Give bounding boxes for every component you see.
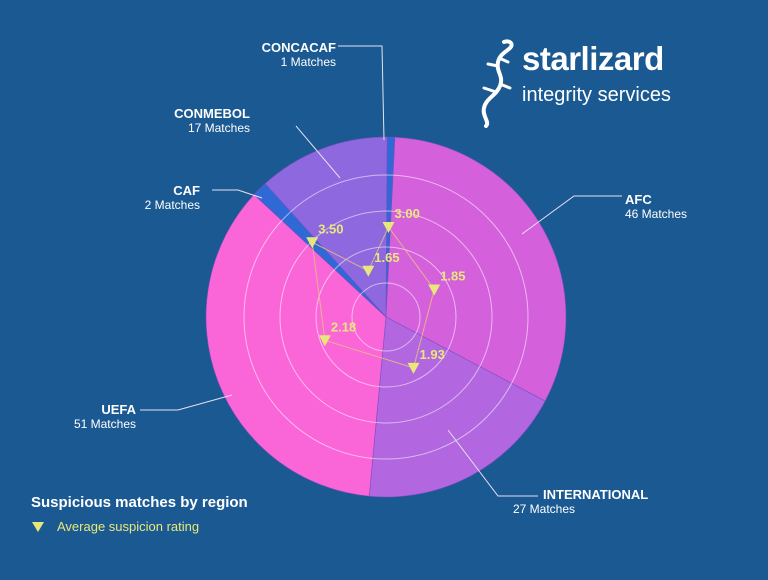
label-international-name: INTERNATIONAL [543, 487, 649, 502]
rating-label-uefa: 2.18 [331, 319, 356, 334]
label-uefa-count: 51 Matches [73, 417, 136, 431]
slice-afc [385, 136, 567, 402]
rating-marker-international [407, 362, 420, 374]
grid-ring-4 [243, 174, 529, 460]
rating-label-international: 1.93 [420, 347, 445, 362]
label-afc-count: 46 Matches [625, 207, 688, 221]
logo-tagline: integrity services [522, 84, 671, 106]
label-afc: AFC 46 Matches [625, 192, 745, 222]
leader-concacaf [338, 45, 385, 141]
leader-afc [521, 195, 622, 235]
rating-marker-uefa [318, 335, 331, 347]
label-concacaf: CONCACAF 1 Matches [210, 40, 336, 70]
label-conmebol: CONMEBOL 17 Matches [130, 106, 250, 136]
rating-marker-conmebol [362, 265, 375, 277]
label-conmebol-name: CONMEBOL [174, 106, 250, 121]
grid-ring-3 [279, 210, 493, 424]
logo-wordmark: starlizard [522, 40, 664, 77]
label-concacaf-count: 1 Matches [280, 55, 336, 69]
label-concacaf-name: CONCACAF [261, 40, 336, 55]
label-afc-name: AFC [625, 192, 652, 207]
grid-ring-1 [351, 282, 421, 352]
rating-marker-caf [306, 237, 319, 249]
legend-item: Average suspicion rating [31, 519, 199, 534]
lizard-icon [481, 39, 514, 128]
label-international-count: 27 Matches [513, 502, 576, 516]
leader-uefa [140, 394, 233, 411]
rating-label-concacaf: 3.00 [395, 206, 420, 221]
slice-uefa [205, 194, 387, 497]
label-uefa-name: UEFA [101, 402, 136, 417]
leader-international [447, 429, 538, 497]
leader-conmebol [295, 125, 341, 179]
rating-label-caf: 3.50 [318, 221, 343, 236]
label-uefa: UEFA 51 Matches [40, 402, 136, 432]
slice-international [368, 316, 546, 498]
legend-item-label: Average suspicion rating [57, 519, 200, 534]
leader-caf [212, 189, 263, 199]
slice-conmebol [264, 136, 388, 318]
label-caf-name: CAF [173, 183, 200, 198]
triangle-marker-icon [32, 521, 44, 532]
label-international: INTERNATIONAL 27 Matches [513, 487, 693, 517]
rating-label-conmebol: 1.65 [374, 250, 399, 265]
label-conmebol-count: 17 Matches [187, 121, 250, 135]
label-caf: CAF 2 Matches [110, 183, 200, 213]
rating-marker-concacaf [382, 222, 395, 233]
legend-title: Suspicious matches by region [31, 494, 248, 511]
label-caf-count: 2 Matches [144, 198, 200, 212]
rating-label-afc: 1.85 [440, 269, 465, 284]
starlizard-logo: starlizard integrity services [460, 38, 710, 128]
rating-marker-afc [428, 284, 441, 296]
grid-ring-2 [315, 246, 457, 388]
